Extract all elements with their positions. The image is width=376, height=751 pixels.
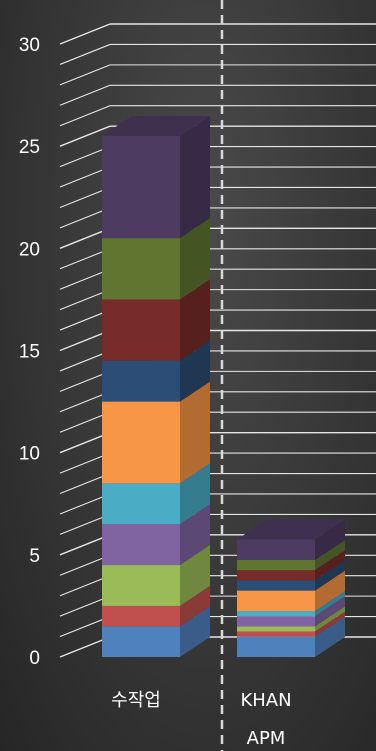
- grid-line-diagonal: [59, 43, 111, 65]
- grid-line-diagonal: [59, 207, 111, 229]
- grid-line-diagonal: [59, 84, 111, 106]
- bar-segment-side: [180, 504, 210, 566]
- bar-segment: [237, 590, 315, 612]
- y-tick-label: 30: [19, 35, 40, 56]
- bar-segment-side: [180, 340, 210, 402]
- grid-line-diagonal: [59, 329, 111, 352]
- grid-line-diagonal: [59, 370, 111, 392]
- grid-line-diagonal: [59, 411, 111, 433]
- y-tick-label: 10: [19, 444, 40, 465]
- grid-line-diagonal: [59, 64, 111, 86]
- bar-segment-side: [180, 218, 210, 300]
- bar-segment: [102, 360, 180, 402]
- x-tick-label: KHAN APM: [240, 690, 291, 749]
- x-tick-label: 수작업: [111, 690, 161, 711]
- bar-segment: [237, 559, 315, 571]
- bar-segment: [102, 524, 180, 566]
- grid-line-diagonal: [59, 554, 111, 576]
- bar-segment: [102, 565, 180, 606]
- grid-line-diagonal: [59, 186, 111, 208]
- bar-segment: [237, 616, 315, 627]
- bar-segment: [102, 135, 180, 239]
- grid-line-diagonal: [59, 575, 111, 597]
- grid-line-diagonal: [59, 125, 111, 147]
- bar-segment-side: [315, 606, 345, 632]
- grid-line-diagonal: [59, 636, 111, 658]
- bar-top-face: [237, 519, 345, 540]
- y-tick-label: 25: [19, 137, 40, 158]
- bar-segment-side: [180, 606, 210, 657]
- bar-segment-side: [315, 591, 345, 617]
- y-tick-label: 0: [29, 648, 40, 669]
- grid-line-diagonal: [59, 166, 111, 188]
- bar-segment-side: [315, 560, 345, 591]
- grid-line-diagonal: [59, 227, 111, 249]
- bar-segment-side: [315, 519, 345, 560]
- bar-segment-side: [180, 279, 210, 361]
- grid-line-diagonal: [59, 595, 111, 617]
- bar-segment: [237, 570, 315, 581]
- bar-segment: [237, 611, 315, 617]
- bar-segment: [237, 636, 315, 657]
- bar-segment: [102, 299, 180, 361]
- bar-segment: [102, 401, 180, 484]
- grid-line-diagonal: [59, 289, 111, 311]
- grid-line-diagonal: [59, 473, 111, 495]
- bar-segment: [102, 605, 180, 627]
- grid-line-diagonal: [59, 391, 111, 413]
- bar-segment-side: [180, 545, 210, 606]
- grid-line-diagonal: [59, 350, 111, 372]
- bar-segment-side: [180, 585, 210, 627]
- bar-segment-side: [315, 616, 345, 657]
- bar-segment: [237, 626, 315, 632]
- grid-line-diagonal: [59, 513, 111, 535]
- bar-segment-side: [315, 570, 345, 612]
- grid-line-diagonal: [59, 616, 111, 638]
- bar-stack: [237, 519, 345, 657]
- grid-line-diagonal: [59, 105, 111, 127]
- bar-segment: [102, 238, 180, 300]
- y-tick-label: 5: [29, 546, 40, 567]
- grid-line-diagonal: [59, 23, 111, 45]
- bar-top-face: [102, 115, 210, 136]
- bar-segment: [237, 631, 315, 637]
- x-axis-labels: 수작업 KHAN APM: [111, 690, 291, 749]
- grid-line-diagonal: [59, 534, 111, 556]
- y-tick-label: 20: [19, 239, 40, 260]
- grid-line-diagonal: [59, 146, 111, 168]
- bar-segment-side: [180, 115, 210, 239]
- grid-line-diagonal: [59, 309, 111, 331]
- bar-segment: [237, 580, 315, 591]
- bar-stack: [102, 115, 210, 657]
- grid-line-diagonal: [59, 432, 111, 454]
- bar-segment: [237, 539, 315, 560]
- bar-segment-side: [180, 381, 210, 484]
- bar-segment-side: [315, 596, 345, 627]
- grid-line-diagonal: [59, 493, 111, 515]
- bar-segment-side: [180, 463, 210, 525]
- bar-segment: [102, 626, 180, 657]
- grid-line-diagonal: [59, 268, 111, 290]
- bars: [102, 115, 345, 657]
- bar-segment-side: [315, 611, 345, 637]
- bar-segment-side: [315, 550, 345, 581]
- y-axis-ticks: 0 5 10 15 20 25 30: [19, 35, 40, 669]
- grid-line-diagonal: [59, 248, 111, 270]
- grid-line-diagonal: [59, 452, 111, 474]
- bar-segment-side: [315, 539, 345, 571]
- bar-segment: [102, 483, 180, 525]
- y-tick-label: 15: [19, 342, 40, 363]
